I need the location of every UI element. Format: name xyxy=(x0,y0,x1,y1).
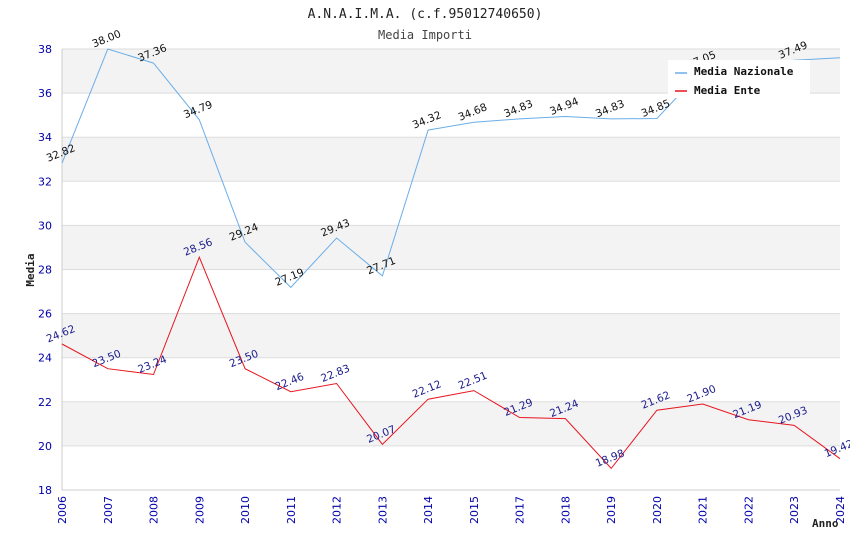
x-tick-2015: 2015 xyxy=(468,496,481,524)
y-tick-24: 24 xyxy=(38,352,52,365)
legend-label-media-ente: Media Ente xyxy=(694,84,761,97)
series-line-media-ente xyxy=(61,255,841,470)
x-tick-2020: 2020 xyxy=(651,496,664,524)
data-label-ente-2012: 22.83 xyxy=(319,363,351,385)
x-tick-2023: 2023 xyxy=(788,496,801,524)
chart-subtitle: Media Importi xyxy=(378,28,472,42)
band-20 xyxy=(62,401,840,446)
x-axis-label: Anno xyxy=(812,517,839,530)
x-tick-2014: 2014 xyxy=(422,496,435,524)
y-tick-34: 34 xyxy=(38,131,52,144)
y-tick-labels: 18 20 22 24 26 28 30 32 34 36 38 xyxy=(38,43,52,497)
x-tick-2018: 2018 xyxy=(559,496,572,524)
x-tick-labels: 2006 2007 2008 2009 2010 2011 2012 2013 2014 2015… xyxy=(56,496,847,524)
legend-label-media-nazionale: Media Nazionale xyxy=(694,65,794,78)
x-tick-2007: 2007 xyxy=(102,496,115,524)
data-label-naz-2019: 34.83 xyxy=(594,98,626,120)
y-axis-label: Media xyxy=(24,253,37,286)
x-tick-2011: 2011 xyxy=(285,496,298,524)
data-label-naz-2007: 38.00 xyxy=(90,28,122,50)
x-tick-2022: 2022 xyxy=(742,496,755,524)
y-tick-26: 26 xyxy=(38,308,52,321)
x-tick-2012: 2012 xyxy=(331,496,344,524)
x-tick-2009: 2009 xyxy=(193,496,206,524)
legend: Media Nazionale Media Ente xyxy=(668,60,810,98)
y-tick-32: 32 xyxy=(38,175,52,188)
data-label-naz-2018: 34.94 xyxy=(548,95,581,118)
chart-title: A.N.A.I.M.A. (c.f.95012740650) xyxy=(308,7,543,22)
y-tick-20: 20 xyxy=(38,440,52,453)
y-tick-28: 28 xyxy=(38,264,52,277)
x-tick-2019: 2019 xyxy=(605,496,618,524)
y-tick-38: 38 xyxy=(38,43,52,56)
x-tick-2006: 2006 xyxy=(56,496,69,524)
x-tick-2013: 2013 xyxy=(376,496,389,524)
y-tick-22: 22 xyxy=(38,396,52,409)
x-tick-2010: 2010 xyxy=(239,496,252,524)
y-tick-30: 30 xyxy=(38,219,52,232)
x-tick-2017: 2017 xyxy=(514,496,527,524)
x-tick-2008: 2008 xyxy=(148,496,161,524)
background-bands xyxy=(62,49,840,446)
y-tick-36: 36 xyxy=(38,87,52,100)
data-label-naz-2015: 34.68 xyxy=(457,101,489,123)
band-28 xyxy=(62,225,840,270)
data-label-naz-2017: 34.83 xyxy=(502,98,534,120)
legend-box xyxy=(668,60,810,98)
band-24 xyxy=(62,313,840,358)
x-tick-2024: 2024 xyxy=(834,496,847,524)
data-label-naz-2020: 34.85 xyxy=(640,98,672,120)
band-32 xyxy=(62,137,840,182)
data-label-ente-2015: 22.51 xyxy=(457,370,489,392)
y-tick-18: 18 xyxy=(38,484,52,497)
x-tick-2021: 2021 xyxy=(697,496,710,524)
